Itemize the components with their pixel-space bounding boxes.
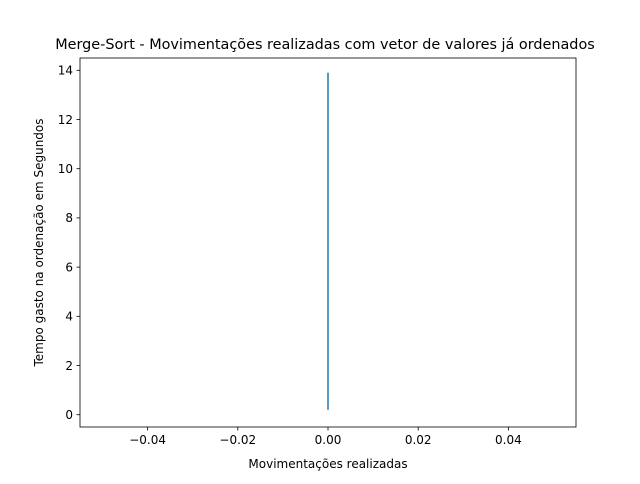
x-tick-label: 0.04 xyxy=(495,433,522,447)
x-axis-ticks: −0.04 −0.02 0.00 0.02 0.04 xyxy=(129,427,522,447)
x-tick-label: 0.02 xyxy=(405,433,432,447)
x-tick-label: 0.00 xyxy=(315,433,342,447)
y-axis-ticks: 0 2 4 6 8 10 12 14 xyxy=(58,64,80,422)
y-tick-label: 6 xyxy=(65,260,73,274)
y-tick-label: 10 xyxy=(58,162,73,176)
x-axis-label: Movimentações realizadas xyxy=(248,457,407,471)
y-tick-label: 8 xyxy=(65,211,73,225)
y-tick-label: 12 xyxy=(58,113,73,127)
x-tick-label: −0.02 xyxy=(219,433,256,447)
y-tick-label: 2 xyxy=(65,359,73,373)
chart-title: Merge-Sort - Movimentações realizadas co… xyxy=(55,37,595,53)
x-tick-label: −0.04 xyxy=(129,433,166,447)
y-axis-label: Tempo gasto na ordenação em Segundos xyxy=(32,118,46,367)
y-tick-label: 4 xyxy=(65,310,73,324)
y-tick-label: 14 xyxy=(58,64,73,78)
y-tick-label: 0 xyxy=(65,408,73,422)
